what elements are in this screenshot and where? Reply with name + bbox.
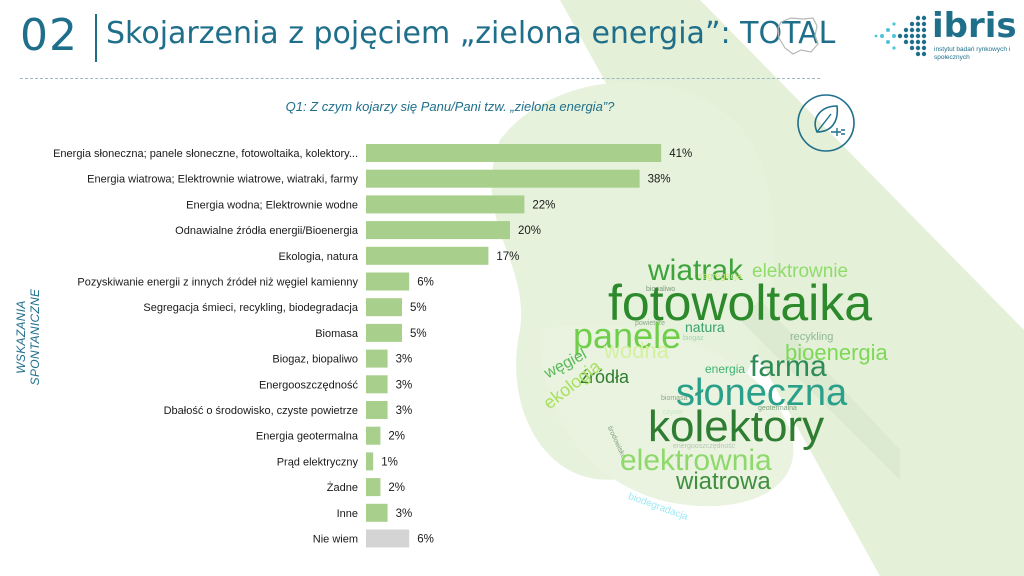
category-label: Energooszczędność xyxy=(259,379,359,391)
category-label: Energia słoneczna; panele słoneczne, fot… xyxy=(53,148,358,160)
bar xyxy=(366,144,662,162)
ibris-logo: ibris instytut badań rynkowych i społecz… xyxy=(872,6,1017,70)
category-label: Energia geotermalna xyxy=(256,431,359,443)
word-cloud-word: farma xyxy=(750,350,827,383)
value-label: 2% xyxy=(388,482,405,494)
value-label: 3% xyxy=(396,379,413,391)
logo-wordmark: ibris xyxy=(932,6,1017,46)
value-label: 3% xyxy=(396,405,413,417)
header-divider xyxy=(20,78,820,79)
category-label: Inne xyxy=(337,508,358,520)
word-cloud-word: wodna xyxy=(604,338,669,363)
slide-number: 02 xyxy=(20,10,78,61)
bar xyxy=(366,195,525,214)
logo-subtitle: instytut badań rynkowych i społecznych xyxy=(934,46,1011,61)
value-label: 5% xyxy=(410,328,427,340)
value-label: 41% xyxy=(669,148,692,160)
bar xyxy=(366,503,388,522)
word-cloud-word: segregacja xyxy=(698,271,743,281)
word-cloud-word: bioenergia xyxy=(785,340,888,365)
word-cloud-word: panele xyxy=(573,315,682,356)
word-cloud-word: biomasa xyxy=(661,395,688,402)
value-label: 3% xyxy=(396,508,413,520)
green-energy-leaf-icon xyxy=(797,94,855,152)
bar xyxy=(366,323,402,342)
bar xyxy=(366,529,410,548)
bar xyxy=(366,426,381,445)
word-cloud-word: wiatrak xyxy=(648,254,744,287)
word-cloud-word: recykling xyxy=(790,331,834,343)
word-cloud-word: natura xyxy=(685,319,725,335)
word-cloud-word: kolektory xyxy=(648,402,825,451)
value-label: 38% xyxy=(648,174,671,186)
word-cloud-word: słoneczna xyxy=(676,372,848,414)
word-cloud-word: źródła xyxy=(580,367,630,387)
word-cloud-word: energia xyxy=(705,362,746,376)
value-label: 3% xyxy=(396,354,413,366)
category-label: Biomasa xyxy=(315,328,359,340)
page-title: Skojarzenia z pojęciem „zielona energia”… xyxy=(106,16,836,51)
bar xyxy=(366,221,510,240)
category-label: Prąd elektryczny xyxy=(277,456,359,468)
category-label: Dbałość o środowisko, czyste powietrze xyxy=(164,405,358,417)
category-label: Energia wodna; Elektrownie wodne xyxy=(186,199,358,211)
word-cloud-word: geotermalna xyxy=(758,405,797,412)
category-label: Segregacja śmieci, recykling, biodegrada… xyxy=(143,302,358,314)
bar xyxy=(366,169,640,188)
value-label: 20% xyxy=(518,225,541,237)
value-label: 2% xyxy=(388,431,405,443)
word-cloud-word: czyste xyxy=(663,409,683,416)
category-label: Biogaz, biopaliwo xyxy=(272,354,358,366)
value-label: 22% xyxy=(532,199,555,211)
category-label: Nie wiem xyxy=(313,534,358,546)
bar xyxy=(366,375,388,394)
value-label: 17% xyxy=(496,251,519,263)
word-cloud: wiatrak elektrownie biopaliwo segregacja fot… xyxy=(539,250,920,523)
category-label: Odnawialne źródła energii/Bioenergia xyxy=(175,225,359,237)
value-label: 1% xyxy=(381,456,398,468)
category-label: Energia wiatrowa; Elektrownie wiatrowe, … xyxy=(87,174,358,186)
word-cloud-word: biogaz xyxy=(683,335,704,342)
bar xyxy=(366,298,402,317)
bar xyxy=(366,478,381,497)
word-cloud-word: wiatrowa xyxy=(676,468,771,495)
value-label: 6% xyxy=(417,277,434,289)
value-label: 6% xyxy=(417,534,434,546)
bar xyxy=(366,246,489,265)
word-cloud-word: elektrownia xyxy=(620,444,772,477)
poland-map-icon xyxy=(777,17,819,55)
bar xyxy=(366,401,388,419)
category-label: Żadne xyxy=(327,481,358,494)
word-cloud-word: energooszczędność xyxy=(673,443,736,450)
category-label: Pozyskiwanie energii z innych źródeł niż… xyxy=(77,277,358,289)
word-cloud-word: powietrze xyxy=(635,320,665,327)
logo-dots-icon xyxy=(874,15,927,57)
word-cloud-word: biopaliwo xyxy=(646,286,676,293)
bar xyxy=(366,349,388,368)
header: 02 Skojarzenia z pojęciem „zielona energ… xyxy=(0,0,1024,80)
title-divider xyxy=(95,14,97,62)
question-text: Q1: Z czym kojarzy się Panu/Pani tzw. „z… xyxy=(285,99,615,114)
word-cloud-word: biodegradacja xyxy=(626,491,690,523)
bar xyxy=(366,452,374,471)
word-cloud-word: elektrownie xyxy=(752,261,849,282)
word-cloud-word: fotowoltaika xyxy=(608,275,873,331)
value-label: 5% xyxy=(410,302,427,314)
bar xyxy=(366,272,410,291)
category-label: Ekologia, natura xyxy=(279,251,359,263)
